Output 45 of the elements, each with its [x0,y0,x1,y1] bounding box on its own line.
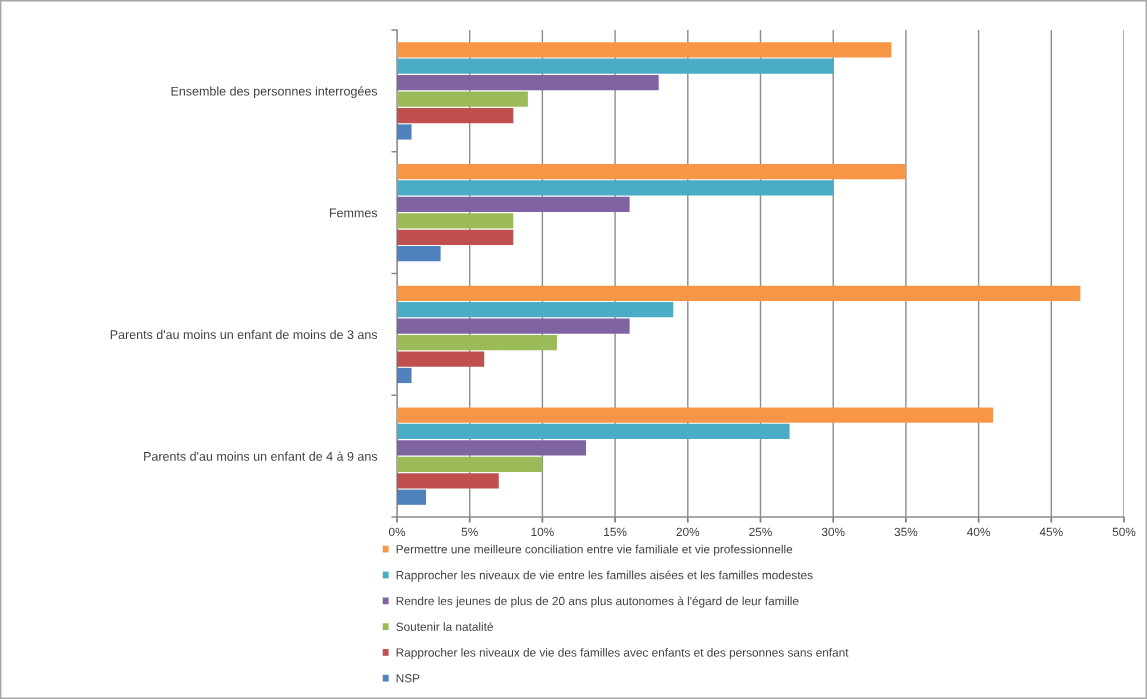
bar [397,42,892,58]
legend-label: Rapprocher les niveaux de vie des familles avec enfants et des personnes sans enfant [396,648,849,660]
bar [397,180,834,196]
y-tick-label: Femmes [329,208,378,218]
x-tick-label: 25% [749,527,772,537]
bar [397,229,514,245]
bar [397,367,412,384]
bar [397,285,1081,301]
bar [397,75,659,91]
bar [397,302,674,318]
bar [397,246,441,262]
bar [397,58,834,74]
bar [397,351,485,367]
x-tick-label: 50% [1112,527,1136,537]
bar [397,423,790,440]
bar [397,456,543,472]
bar [397,318,630,334]
x-tick-label: 10% [531,527,554,537]
bar [397,91,528,107]
bar [397,473,499,489]
x-tick-label: 35% [894,527,918,537]
bar [397,440,587,456]
bar [397,407,994,423]
bar [397,334,557,351]
x-tick-label: 45% [1039,527,1063,537]
legend-label: Soutenir la natalité [396,622,493,631]
bar [397,196,630,213]
x-tick-label: 5% [461,527,478,537]
x-tick-label: 30% [821,527,845,537]
legend-label: Rendre les jeunes de plus de 20 ans plus autonomes à l'égard de leur famille [396,596,799,608]
bar [397,107,514,124]
bar [397,489,427,505]
bar [397,124,412,140]
bar [397,163,906,180]
x-tick-label: 15% [604,527,627,537]
y-tick-label: Parents d'au moins un enfant de 4 à 9 ans [144,451,378,461]
legend-label: Rapprocher les niveaux de vie entre les familles aisées et les familles modestes [396,570,813,582]
legend-label: Permettre une meilleure conciliation entre vie familiale et vie professionnelle [396,544,793,556]
bar [397,213,514,229]
y-tick-label: Ensemble des personnes interrogées [171,86,378,99]
x-tick-label: 40% [967,527,990,537]
x-tick-label: 0% [388,527,406,537]
x-tick-label: 20% [676,527,700,537]
legend-label: NSP [396,674,420,683]
y-tick-label: Parents d'au moins un enfant de moins de 3 ans [110,329,378,340]
